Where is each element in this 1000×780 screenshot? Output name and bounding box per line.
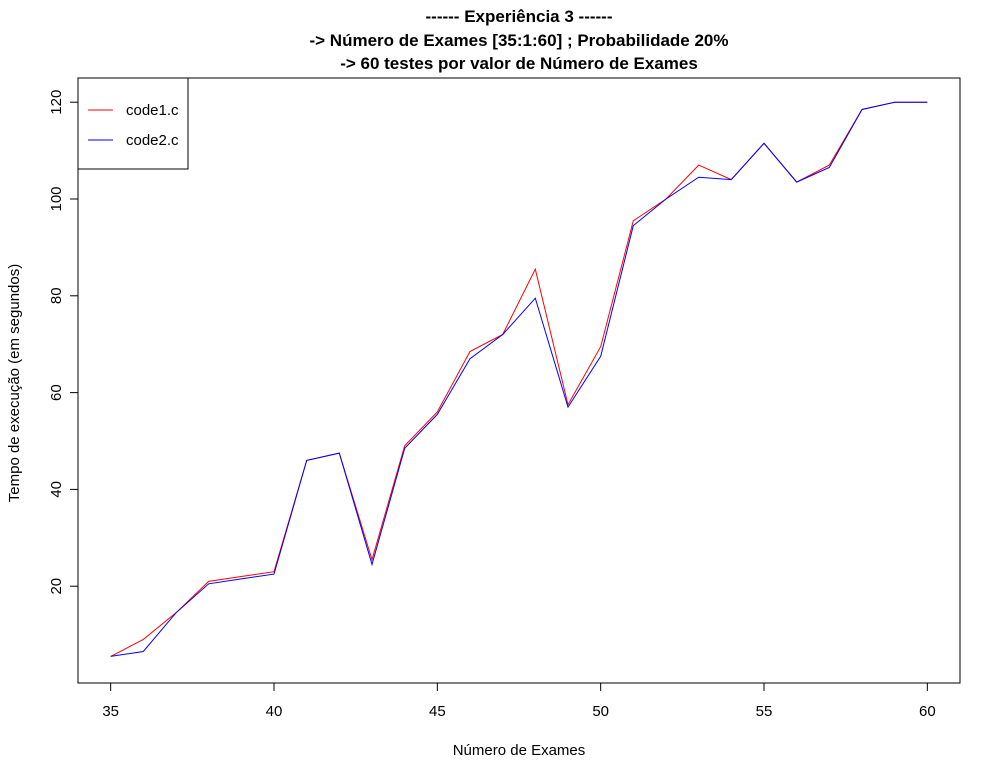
x-tick-label: 50 xyxy=(592,703,609,720)
y-axis: 20 40 60 80 100 120 xyxy=(48,90,79,595)
y-tick-label: 120 xyxy=(48,90,65,115)
x-axis: 35 40 45 50 55 60 xyxy=(102,682,936,720)
series-line-code2-c xyxy=(110,101,928,657)
y-tick-label: 20 xyxy=(48,578,65,595)
chart-title: ------ Experiência 3 ------ -> Número de … xyxy=(309,7,728,73)
x-tick-label: 40 xyxy=(266,703,283,720)
y-tick-label: 40 xyxy=(48,481,65,498)
chart-title-line-3: -> 60 testes por valor de Número de Exam… xyxy=(340,54,698,73)
series-line-code1-c xyxy=(110,101,928,657)
x-tick-label: 55 xyxy=(756,703,773,720)
chart-title-line-2: -> Número de Exames [35:1:60] ; Probabil… xyxy=(309,31,728,50)
x-tick-label: 45 xyxy=(429,703,446,720)
x-tick-label: 35 xyxy=(102,703,119,720)
chart-title-line-1: ------ Experiência 3 ------ xyxy=(426,7,613,26)
x-axis-label: Número de Exames xyxy=(453,742,586,759)
legend-label: code1.c xyxy=(126,102,179,119)
legend-box xyxy=(77,77,189,170)
y-tick-label: 80 xyxy=(48,287,65,304)
series-layer xyxy=(110,101,928,657)
y-axis-label: Tempo de execução (em segundos) xyxy=(6,264,23,502)
legend: code1.c code2.c xyxy=(77,77,189,170)
y-tick-label: 60 xyxy=(48,384,65,401)
x-tick-label: 60 xyxy=(919,703,936,720)
legend-label: code2.c xyxy=(126,132,179,149)
y-tick-label: 100 xyxy=(48,186,65,211)
